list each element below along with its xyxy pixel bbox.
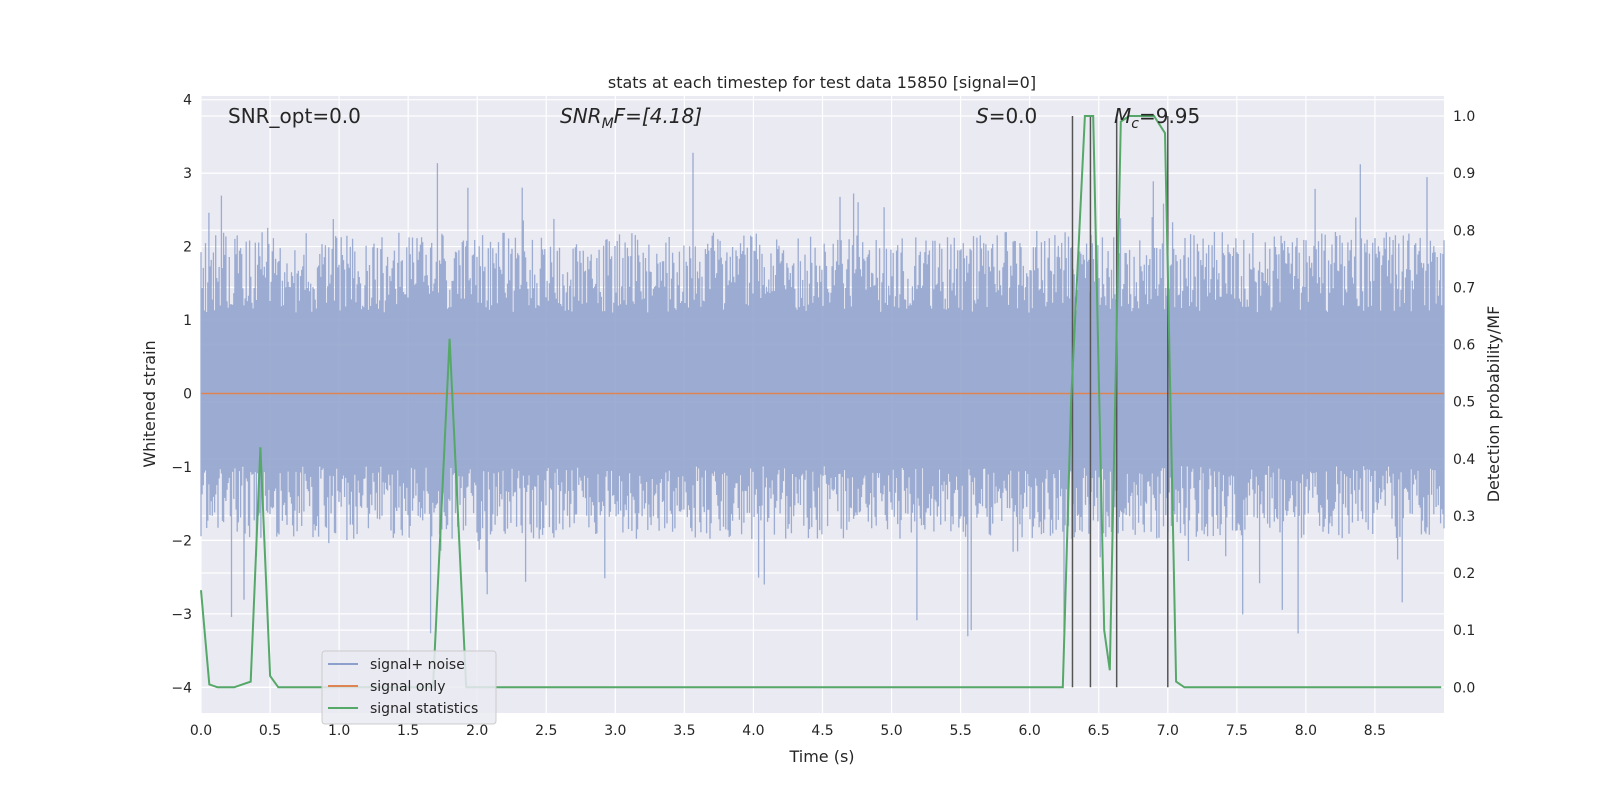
x-tick-label: 6.0 xyxy=(1019,723,1041,739)
y-left-tick-label: −4 xyxy=(171,680,192,696)
vertical-markers xyxy=(1071,115,1169,688)
y-right-tick-label: 0.1 xyxy=(1453,623,1475,639)
y-right-tick-label: 0.4 xyxy=(1453,452,1475,468)
y-right-tick-label: 0.7 xyxy=(1453,280,1475,296)
y-left-tick-labels: 4 3 2 1 0 −1 −2 −3 −4 xyxy=(171,93,192,697)
x-tick-label: 8.0 xyxy=(1295,723,1317,739)
x-tick-label: 6.5 xyxy=(1088,723,1110,739)
legend-box xyxy=(321,650,497,725)
y-right-tick-label: 0.8 xyxy=(1453,223,1475,239)
y-left-tick-label: 1 xyxy=(183,313,192,329)
annotation-mc: Mc=9.95 xyxy=(1114,104,1200,132)
x-tick-label: 4.0 xyxy=(742,723,764,739)
x-tick-label: 2.5 xyxy=(535,723,557,739)
y-right-tick-label: 0.3 xyxy=(1453,509,1475,525)
x-tick-label: 3.0 xyxy=(604,723,626,739)
x-tick-label: 3.5 xyxy=(673,723,695,739)
x-axis-label: Time (s) xyxy=(788,747,854,766)
y-left-tick-label: −1 xyxy=(171,460,192,476)
series-signal-statistics xyxy=(200,115,1442,689)
x-tick-labels: 0.0 0.5 1.0 1.5 2.0 2.5 3.0 3.5 4.0 4.5 5.0 5.5 6.0 6… xyxy=(190,723,1386,739)
x-tick-label: 8.5 xyxy=(1364,723,1386,739)
x-tick-label: 2.0 xyxy=(466,723,488,739)
annotation-s: S=0.0 xyxy=(976,104,1037,128)
annotation-snr-mf: SNRMF=[4.18] xyxy=(560,104,702,132)
y-right-tick-label: 0.0 xyxy=(1453,680,1475,696)
y-right-tick-label: 0.2 xyxy=(1453,566,1475,582)
legend-label-noise: signal+ noise xyxy=(370,657,465,673)
y-right-axis-label: Detection probability/MF xyxy=(1484,306,1503,503)
y-left-tick-label: 3 xyxy=(183,166,192,182)
y-left-tick-label: −3 xyxy=(171,607,192,623)
legend: signal+ noise signal only signal statist… xyxy=(321,650,497,725)
x-tick-label: 7.5 xyxy=(1226,723,1248,739)
y-right-tick-labels: 1.0 0.9 0.8 0.7 0.6 0.5 0.4 0.3 0.2 0.1 0.0 xyxy=(1453,109,1475,696)
y-left-axis-label: Whitened strain xyxy=(140,340,159,467)
chart-title: stats at each timestep for test data 158… xyxy=(608,73,1036,92)
x-tick-label: 0.5 xyxy=(259,723,281,739)
x-tick-label: 4.5 xyxy=(811,723,833,739)
y-right-tick-label: 0.5 xyxy=(1453,395,1475,411)
legend-label-signal: signal only xyxy=(370,679,445,695)
x-tick-label: 0.0 xyxy=(190,723,212,739)
annotation-snr-opt: SNR_opt=0.0 xyxy=(228,104,361,128)
y-left-tick-label: 2 xyxy=(183,240,192,256)
y-left-tick-label: 4 xyxy=(183,93,192,109)
y-left-tick-label: −2 xyxy=(171,533,192,549)
y-left-tick-label: 0 xyxy=(183,386,192,402)
x-tick-label: 5.0 xyxy=(880,723,902,739)
x-tick-label: 1.5 xyxy=(397,723,419,739)
y-right-tick-label: 0.6 xyxy=(1453,338,1475,354)
x-tick-label: 5.5 xyxy=(949,723,971,739)
x-tick-label: 1.0 xyxy=(328,723,350,739)
legend-label-stats: signal statistics xyxy=(370,701,478,717)
y-right-tick-label: 0.9 xyxy=(1453,166,1475,182)
x-tick-label: 7.0 xyxy=(1157,723,1179,739)
y-right-tick-label: 1.0 xyxy=(1453,109,1475,125)
